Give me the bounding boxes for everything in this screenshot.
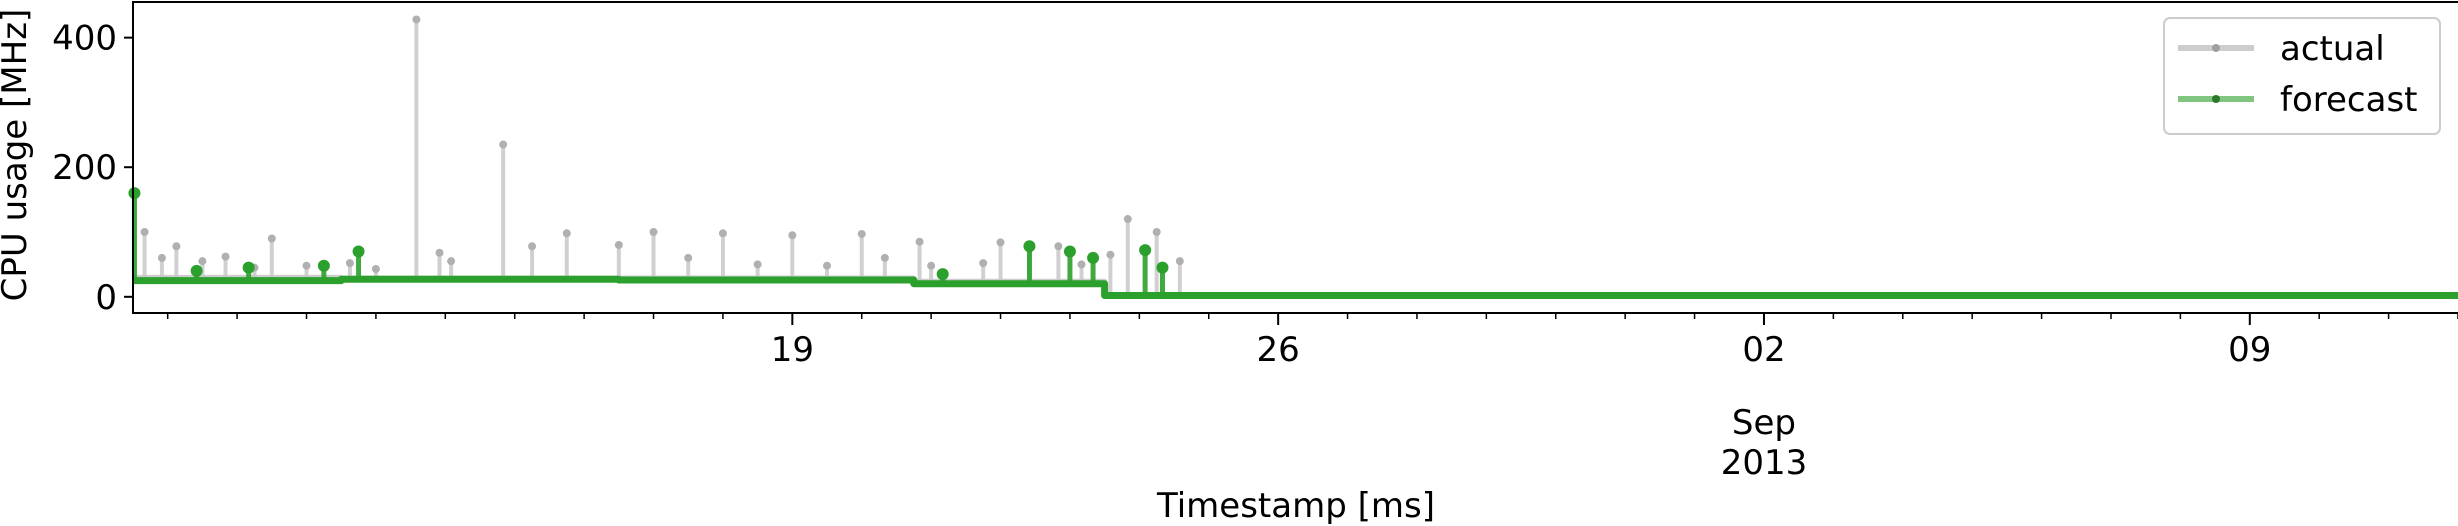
actual-point-6 (267, 234, 276, 243)
actual-point-27 (979, 259, 988, 268)
actual-point-18 (684, 253, 693, 262)
x-secondary-month-label: Sep (1732, 403, 1796, 443)
actual-point-21 (788, 231, 797, 240)
legend-label-actual: actual (2280, 29, 2385, 69)
actual-point-22 (823, 261, 832, 270)
forecast-point-7 (1063, 245, 1076, 258)
forecast-line (133, 275, 2458, 299)
actual-point-12 (447, 257, 456, 266)
forecast-point-4 (352, 245, 365, 258)
actual-point-23 (857, 229, 866, 238)
x-tick-label-26: 26 (1257, 330, 1300, 370)
actual-point-7 (302, 261, 311, 270)
y-axis-label: CPU usage [MHz] (0, 9, 35, 302)
actual-point-10 (412, 15, 421, 24)
series-layer (128, 15, 2458, 299)
forecast-point-3 (317, 259, 330, 272)
legend-marker-actual (2212, 44, 2220, 52)
x-axis-label: Timestamp [ms] (1156, 486, 1435, 526)
legend-marker-forecast (2212, 95, 2220, 103)
actual-point-17 (649, 228, 658, 237)
forecast-point-5 (936, 268, 949, 281)
actual-point-13 (499, 140, 508, 149)
forecast-point-8 (1087, 251, 1100, 264)
forecast-point-9 (1139, 244, 1152, 257)
actual-point-16 (614, 240, 623, 249)
actual-point-24 (880, 253, 889, 262)
series-actual (133, 15, 2458, 298)
actual-point-32 (1106, 250, 1115, 259)
x-secondary-year-label: 2013 (1721, 443, 1808, 483)
actual-point-31 (1077, 260, 1086, 269)
legend: actual forecast (2163, 17, 2441, 135)
actual-point-3 (198, 257, 207, 266)
actual-point-30 (1054, 242, 1063, 251)
actual-point-8 (345, 259, 354, 268)
actual-point-26 (927, 261, 936, 270)
actual-point-28 (996, 238, 1005, 247)
actual-point-9 (371, 264, 380, 273)
actual-point-11 (435, 248, 444, 257)
actual-point-15 (562, 229, 571, 238)
y-tick-label-200: 200 (52, 148, 117, 188)
actual-point-25 (915, 237, 924, 246)
actual-point-14 (528, 242, 537, 251)
series-forecast (128, 187, 2458, 299)
actual-point-35 (1175, 257, 1184, 266)
y-tick-label-0: 0 (95, 278, 117, 318)
y-tick-label-400: 400 (52, 19, 117, 59)
actual-point-0 (140, 228, 149, 237)
forecast-point-1 (190, 264, 203, 277)
x-tick-label-02: 02 (1742, 330, 1785, 370)
x-tick-label-19: 19 (771, 330, 814, 370)
forecast-point-2 (242, 261, 255, 274)
actual-point-19 (718, 229, 727, 238)
actual-point-20 (753, 260, 762, 269)
legend-label-forecast: forecast (2280, 80, 2418, 120)
plot-frame (132, 1, 2458, 314)
x-tick-label-09: 09 (2228, 330, 2271, 370)
actual-point-4 (221, 252, 230, 261)
actual-point-34 (1152, 228, 1161, 237)
forecast-point-10 (1156, 261, 1169, 274)
forecast-point-6 (1023, 240, 1036, 253)
forecast-point-0 (128, 187, 141, 200)
actual-point-33 (1123, 215, 1132, 224)
actual-point-2 (172, 242, 181, 251)
actual-point-1 (157, 253, 166, 262)
